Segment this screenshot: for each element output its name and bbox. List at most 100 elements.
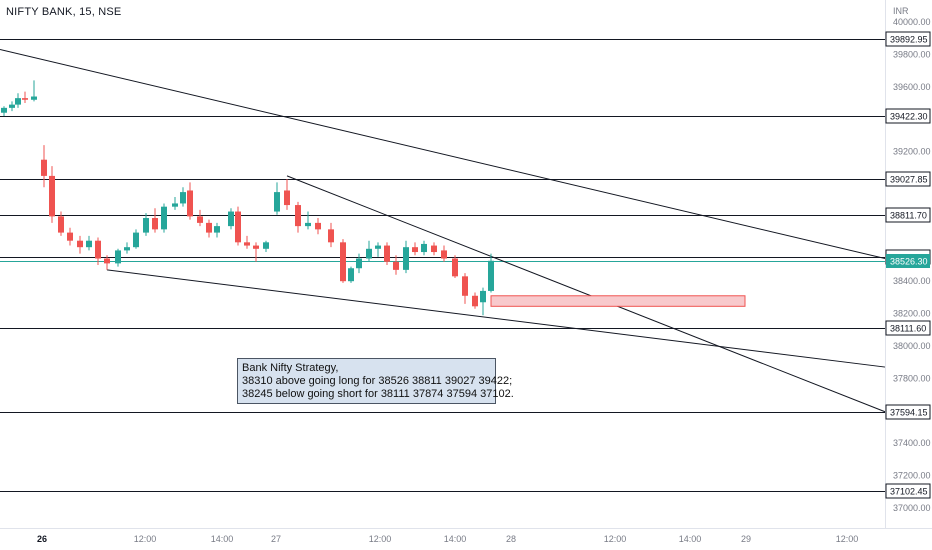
candle-body — [235, 211, 241, 243]
level-tag — [885, 31, 931, 47]
candle-body — [172, 203, 178, 207]
candle — [274, 182, 280, 215]
candle — [95, 237, 101, 265]
y-tick-label: 37400.00 — [893, 438, 931, 448]
level-tag — [885, 108, 931, 124]
candle-body — [49, 175, 55, 217]
candle-body — [348, 268, 354, 282]
candle-body — [124, 247, 130, 251]
x-tick-label: 12:00 — [604, 534, 627, 544]
candle-body — [228, 211, 234, 227]
candle-body — [472, 295, 478, 307]
candle-body — [86, 240, 92, 248]
candle — [161, 203, 167, 233]
candle-body — [115, 250, 121, 264]
y-tick-label: 38200.00 — [893, 309, 931, 319]
candle — [452, 255, 458, 278]
candle — [295, 201, 301, 233]
last-price-tag-label: 38526.30 — [890, 257, 928, 267]
level-tag — [885, 207, 931, 223]
level-tag-label: 37102.45 — [890, 487, 928, 497]
candle-body — [22, 98, 28, 100]
x-tick-label: 28 — [506, 534, 516, 544]
candle — [172, 196, 178, 210]
x-tick-label: 29 — [741, 534, 751, 544]
candle-body — [403, 247, 409, 270]
candle-body — [305, 222, 311, 227]
y-tick-label: 37000.00 — [893, 503, 931, 513]
candle-body — [393, 261, 399, 270]
candle — [403, 240, 409, 274]
candle-body — [356, 258, 362, 269]
candle-body — [187, 190, 193, 217]
candle-body — [263, 242, 269, 249]
y-tick-label: 37200.00 — [893, 471, 931, 481]
candle — [235, 206, 241, 246]
candle-body — [284, 190, 290, 206]
candle — [124, 242, 130, 254]
candle — [214, 222, 220, 238]
candle — [263, 240, 269, 253]
level-tag — [885, 171, 931, 187]
candle — [480, 287, 486, 316]
candle — [31, 80, 37, 102]
candle — [115, 248, 121, 267]
y-tick-label: 37800.00 — [893, 373, 931, 383]
candle — [441, 245, 447, 262]
candle — [253, 242, 259, 262]
candle — [104, 255, 110, 270]
candle-body — [197, 216, 203, 223]
candle-body — [253, 245, 259, 249]
candle — [328, 222, 334, 248]
note-line-2: 38310 above going long for 38526 38811 3… — [242, 375, 513, 387]
candle-body — [244, 242, 250, 246]
candle — [228, 208, 234, 230]
candle — [180, 187, 186, 207]
level-tag-label: 37594.15 — [890, 408, 928, 418]
level-tag-label: 38811.70 — [890, 211, 927, 221]
candle-body — [412, 247, 418, 253]
candle — [133, 229, 139, 249]
candle-body — [95, 240, 101, 259]
candle-body — [441, 250, 447, 259]
candle — [86, 235, 92, 251]
candle-body — [421, 243, 427, 253]
candle-body — [152, 218, 158, 230]
candle-body — [315, 222, 321, 230]
candle-body — [384, 245, 390, 262]
candle — [284, 179, 290, 210]
candle-body — [295, 205, 301, 227]
currency-label: INR — [893, 6, 909, 16]
level-tag — [885, 483, 931, 499]
x-tick-label: 12:00 — [836, 534, 859, 544]
candle — [15, 93, 21, 108]
candle — [58, 211, 64, 236]
candle — [67, 227, 73, 246]
candle — [488, 253, 494, 293]
candle — [1, 106, 7, 116]
candle — [305, 211, 311, 230]
strategy-note[interactable]: Bank Nifty Strategy, 38310 above going l… — [237, 358, 514, 404]
level-tag-label: 38111.60 — [890, 324, 926, 334]
candle-body — [431, 245, 437, 253]
x-tick-label: 14:00 — [679, 534, 702, 544]
candle-body — [274, 192, 280, 212]
x-tick-label: 27 — [271, 534, 281, 544]
y-tick-label: 40000.00 — [893, 17, 931, 27]
candle-body — [161, 206, 167, 230]
trade-zone — [490, 295, 746, 307]
candle-body — [143, 218, 149, 233]
candle-body — [31, 96, 37, 100]
candle — [77, 235, 83, 254]
level-tag — [885, 404, 931, 420]
candle-body — [452, 258, 458, 277]
level-tag-label: 39422.30 — [890, 112, 928, 122]
y-tick-label: 38400.00 — [893, 276, 931, 286]
candle — [187, 182, 193, 220]
candle — [412, 242, 418, 256]
candle — [393, 255, 399, 275]
candle — [22, 91, 28, 103]
